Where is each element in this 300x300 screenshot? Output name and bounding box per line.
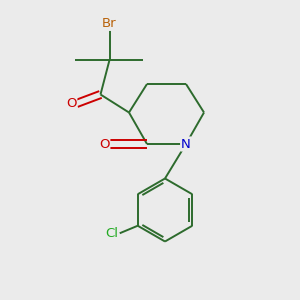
Text: Cl: Cl [105,227,118,240]
Text: O: O [99,137,109,151]
Text: O: O [66,97,76,110]
Text: Br: Br [102,17,117,30]
Text: N: N [181,137,191,151]
